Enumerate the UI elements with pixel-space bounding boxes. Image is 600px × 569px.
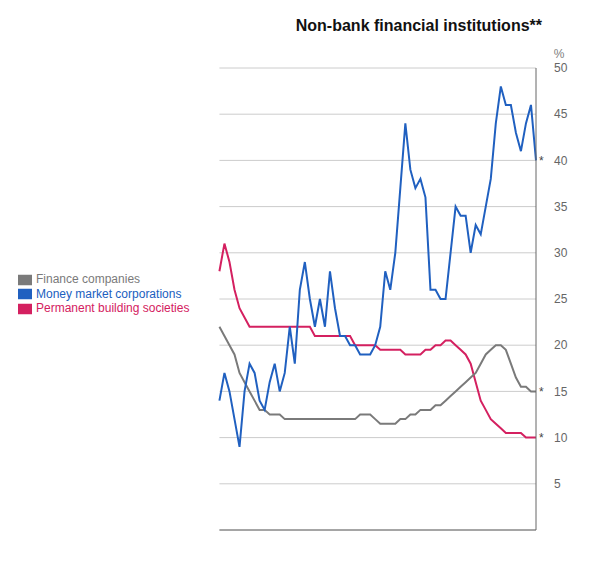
svg-text:*: * [539,431,544,445]
svg-text:*: * [539,154,544,168]
svg-text:20: 20 [554,338,568,352]
svg-text:15: 15 [554,385,568,399]
svg-text:40: 40 [554,154,568,168]
html-text:Non-bank financial institution: Non-bank financial institutions** [295,17,542,34]
svg-text:*: * [539,385,544,399]
svg-text:45: 45 [554,107,568,121]
svg-text:5: 5 [554,477,561,491]
svg-text:%: % [554,47,565,61]
svg-text:25: 25 [554,292,568,306]
svg-text:35: 35 [554,200,568,214]
svg-text:50: 50 [554,61,568,75]
html-text:Finance companies: Finance companies [36,271,141,286]
html-text:Permanent building societies: Permanent building societies [36,301,190,316]
svg-text:30: 30 [554,246,568,260]
svg-text:10: 10 [554,431,568,445]
html-text:Money market corporations: Money market corporations [36,286,182,301]
